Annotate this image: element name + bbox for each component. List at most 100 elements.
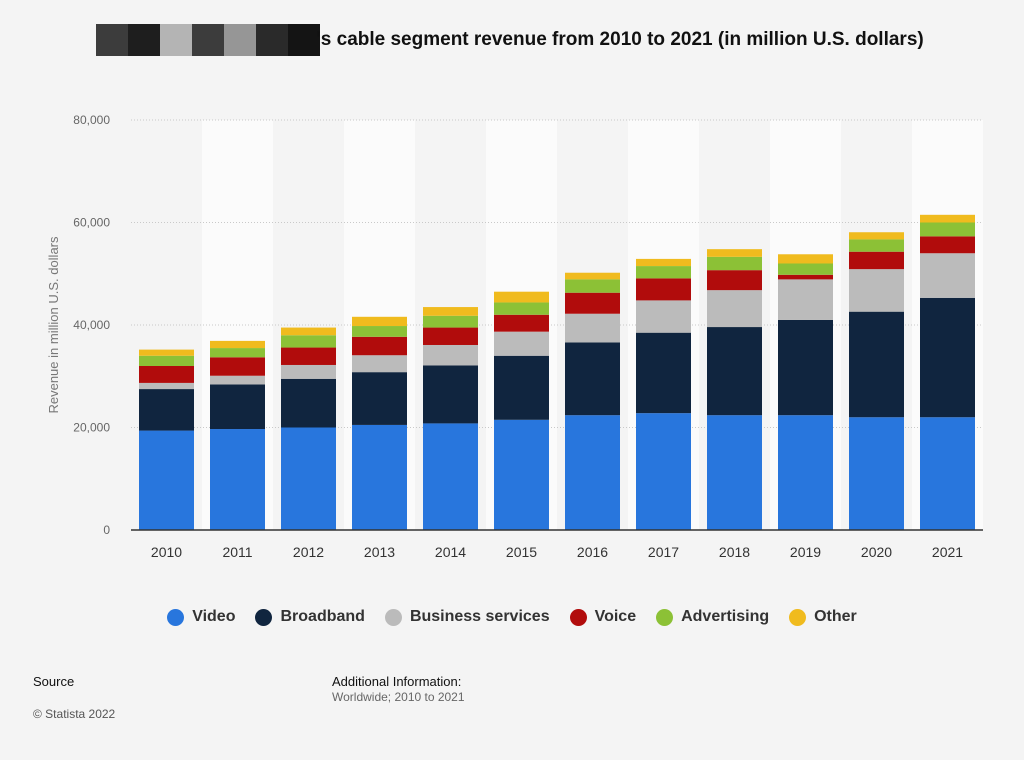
bar-video — [849, 417, 904, 530]
bar-advertising — [849, 239, 904, 252]
legend-marker — [569, 608, 587, 626]
bar-voice — [210, 357, 265, 376]
bar-advertising — [352, 326, 407, 337]
bar-advertising — [494, 302, 549, 315]
legend-marker — [789, 608, 807, 626]
legend-label: Business services — [409, 608, 550, 625]
y-tick-label: 40,000 — [73, 318, 110, 332]
x-tick-label: 2021 — [932, 544, 963, 560]
bar-video — [423, 423, 478, 530]
bar-advertising — [565, 279, 620, 293]
legend-label: Other — [814, 608, 857, 625]
legend-label: Video — [192, 608, 236, 625]
bar-video — [352, 424, 407, 530]
bar-advertising — [423, 315, 478, 328]
bar-voice — [565, 292, 620, 314]
bar-broadband — [139, 389, 194, 431]
source-link[interactable]: Source — [33, 674, 75, 689]
bar-other — [494, 291, 549, 303]
bar-business-services — [778, 279, 833, 320]
bar-other — [139, 349, 194, 356]
bar-advertising — [281, 335, 336, 348]
x-tick-label: 2014 — [435, 544, 466, 560]
bar-video — [565, 415, 620, 530]
bar-other — [849, 232, 904, 240]
bar-advertising — [778, 263, 833, 275]
bar-broadband — [281, 378, 336, 428]
redacted-company-name — [96, 24, 320, 56]
bar-broadband — [778, 319, 833, 416]
chart-legend: Video Broadband Business services Voice Adve… — [0, 608, 1024, 626]
bar-advertising — [139, 355, 194, 366]
bar-voice — [281, 347, 336, 365]
bar-advertising — [210, 348, 265, 358]
bar-other — [565, 272, 620, 280]
bar-business-services — [139, 382, 194, 390]
bar-video — [778, 415, 833, 530]
bar-other — [707, 249, 762, 257]
legend-marker — [384, 608, 402, 626]
legend-item-video[interactable]: Video — [167, 608, 235, 626]
bar-business-services — [423, 344, 478, 366]
x-tick-label: 2019 — [790, 544, 821, 560]
x-tick-label: 2011 — [222, 544, 252, 560]
y-tick-label: 0 — [103, 523, 110, 537]
bar-video — [281, 427, 336, 530]
legend-marker — [167, 608, 185, 626]
legend-label: Advertising — [681, 608, 770, 625]
x-tick-label: 2010 — [151, 544, 182, 560]
bar-advertising — [636, 266, 691, 279]
bar-broadband — [636, 332, 691, 414]
x-tick-label: 2020 — [861, 544, 892, 560]
legend-marker — [656, 608, 674, 626]
bar-broadband — [565, 342, 620, 416]
bar-voice — [778, 274, 833, 280]
bar-video — [707, 415, 762, 530]
copyright-text: © Statista 2022 — [33, 707, 116, 721]
bar-voice — [849, 251, 904, 270]
bar-other — [352, 316, 407, 327]
bar-other — [281, 327, 336, 336]
bar-business-services — [849, 269, 904, 312]
bar-advertising — [920, 222, 975, 237]
y-tick-label: 60,000 — [73, 216, 110, 230]
x-tick-label: 2018 — [719, 544, 750, 560]
bar-other — [423, 307, 478, 316]
bar-other — [778, 254, 833, 264]
bar-voice — [920, 236, 975, 254]
bar-broadband — [494, 355, 549, 420]
bar-video — [139, 430, 194, 530]
bar-voice — [707, 270, 762, 291]
legend-item-broadband[interactable]: Broadband — [255, 608, 365, 626]
bar-other — [636, 258, 691, 267]
y-axis-label: Revenue in million U.S. dollars — [46, 236, 61, 414]
bar-business-services — [636, 300, 691, 333]
legend-label: Voice — [594, 608, 637, 625]
legend-label: Broadband — [280, 608, 365, 625]
bar-broadband — [423, 365, 478, 424]
bar-voice — [139, 366, 194, 383]
bar-voice — [494, 314, 549, 332]
legend-item-business-services[interactable]: Business services — [384, 608, 550, 626]
chart-title: 's cable segment revenue from 2010 to 20… — [316, 29, 924, 50]
additional-info-text: Worldwide; 2010 to 2021 — [332, 690, 465, 704]
legend-item-voice[interactable]: Voice — [569, 608, 637, 626]
chart-plot: 0 20,000 40,000 60,000 80,000 Revenue in mill… — [46, 113, 983, 560]
bar-business-services — [210, 375, 265, 385]
y-tick-label: 20,000 — [73, 421, 110, 435]
y-tick-label: 80,000 — [73, 113, 110, 127]
legend-item-other[interactable]: Other — [789, 608, 857, 626]
bar-other — [920, 214, 975, 223]
bar-business-services — [281, 364, 336, 379]
bar-advertising — [707, 256, 762, 271]
bar-voice — [636, 278, 691, 301]
bar-broadband — [849, 311, 904, 418]
bar-voice — [423, 327, 478, 345]
legend-marker — [255, 608, 273, 626]
legend-item-advertising[interactable]: Advertising — [656, 608, 769, 626]
bar-business-services — [565, 313, 620, 343]
x-tick-label: 2015 — [506, 544, 537, 560]
bar-business-services — [352, 355, 407, 373]
bar-video — [494, 419, 549, 530]
bar-video — [636, 413, 691, 530]
